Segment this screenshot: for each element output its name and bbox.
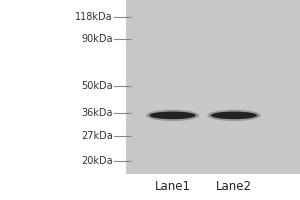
Text: 118kDa: 118kDa [75, 12, 112, 22]
Text: 20kDa: 20kDa [81, 156, 112, 166]
Text: Lane2: Lane2 [216, 180, 252, 192]
Ellipse shape [149, 112, 196, 119]
Text: Lane1: Lane1 [154, 180, 190, 192]
Text: 50kDa: 50kDa [81, 81, 112, 91]
Text: 36kDa: 36kDa [81, 108, 112, 118]
Text: 90kDa: 90kDa [81, 34, 112, 44]
Ellipse shape [211, 112, 257, 119]
Text: 27kDa: 27kDa [81, 131, 112, 141]
Ellipse shape [207, 110, 261, 121]
Bar [126, 0, 300, 174]
Ellipse shape [146, 110, 199, 121]
